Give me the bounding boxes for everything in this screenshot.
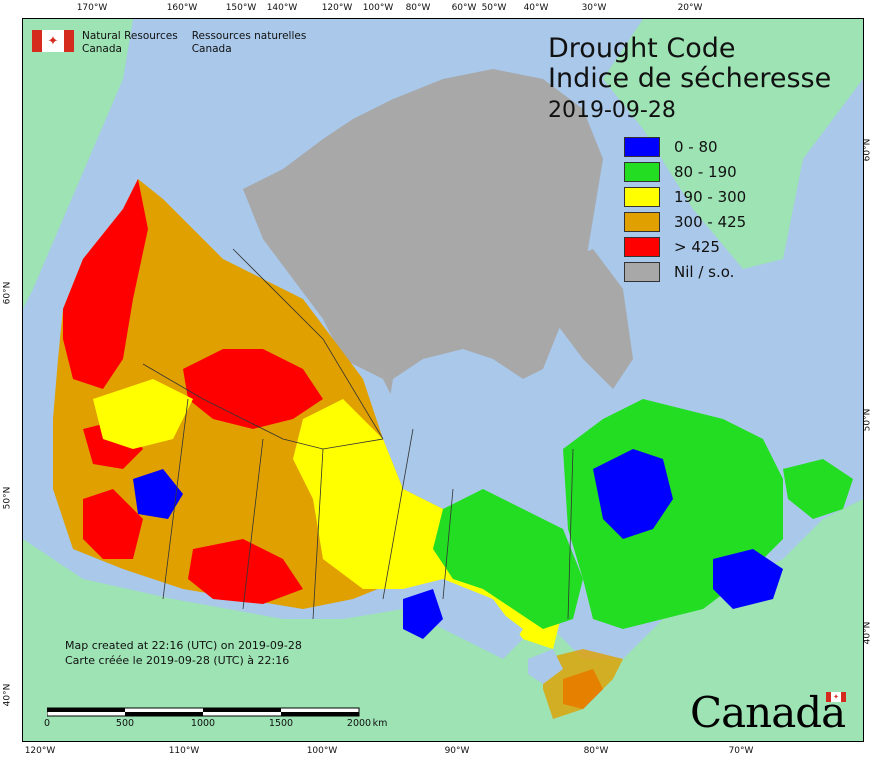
title-en: Drought Code xyxy=(548,33,736,64)
bottom-tick: 110°W xyxy=(168,746,200,756)
provincial-boundaries xyxy=(142,248,574,620)
legend-item: 80 - 190 xyxy=(624,159,746,184)
arctic-nodata xyxy=(243,69,603,419)
usa-land xyxy=(23,499,863,741)
blue-quebec xyxy=(593,449,673,539)
blue-ontario xyxy=(403,589,443,639)
yellow-nw xyxy=(93,379,193,449)
wordmark-flag-icon: ✦ xyxy=(826,692,846,702)
legend-swatch xyxy=(624,261,660,282)
top-tick: 20°W xyxy=(677,3,703,13)
lake-huron xyxy=(528,649,563,684)
top-tick: 100°W xyxy=(362,3,394,13)
scale-label: 1000 xyxy=(190,718,216,729)
legend-item: 0 - 80 xyxy=(624,134,746,159)
baffin-nodata xyxy=(543,249,633,389)
legend-swatch xyxy=(624,161,660,182)
left-tick: 40°N xyxy=(2,683,13,707)
orange-s-ontario xyxy=(543,649,623,719)
legend-item: 190 - 300 xyxy=(624,184,746,209)
left-tick: 60°N xyxy=(2,281,13,305)
blue-bc xyxy=(133,469,183,519)
bottom-tick: 100°W xyxy=(306,746,338,756)
legend-label: 80 - 190 xyxy=(674,162,737,181)
bottom-tick: 90°W xyxy=(444,746,470,756)
title-date: 2019-09-28 xyxy=(548,98,676,123)
blue-maritimes xyxy=(713,549,783,609)
bottom-tick: 120°W xyxy=(24,746,56,756)
drought-red-nwt xyxy=(183,349,323,429)
top-tick: 30°W xyxy=(581,3,607,13)
scale-bar: 0 500 1000 1500 2000 km xyxy=(44,704,387,729)
map-title: Drought Code Indice de sécheresse 2019-0… xyxy=(548,34,831,126)
great-lakes xyxy=(463,614,523,644)
legend-label: Nil / s.o. xyxy=(674,262,735,281)
drought-red-bc xyxy=(83,489,143,559)
legend-swatch xyxy=(624,186,660,207)
legend-label: 0 - 80 xyxy=(674,137,718,156)
legend-swatch xyxy=(624,211,660,232)
agency-en-line2: Canada xyxy=(82,43,122,55)
nrcan-signature: ✦ Natural Resources Canada Ressources na… xyxy=(32,30,320,56)
drought-map xyxy=(23,19,863,741)
green-nl xyxy=(783,459,853,519)
legend-swatch xyxy=(624,236,660,257)
legend-label: 300 - 425 xyxy=(674,212,747,231)
title-fr: Indice de sécheresse xyxy=(548,63,832,94)
map-canvas xyxy=(22,18,864,742)
top-tick: 50°W xyxy=(481,3,507,13)
drought-red-yukon xyxy=(63,179,148,389)
greenland-land xyxy=(603,19,863,269)
top-tick: 60°W xyxy=(451,3,477,13)
scale-label: 0 xyxy=(43,718,51,729)
canada-flag-icon: ✦ xyxy=(32,30,74,52)
top-tick: 150°W xyxy=(225,3,257,13)
canada-wordmark: Canada xyxy=(690,688,846,737)
scale-label: 500 xyxy=(115,718,135,729)
legend-item: > 425 xyxy=(624,234,746,259)
legend-label: > 425 xyxy=(674,237,720,256)
top-tick: 170°W xyxy=(76,3,108,13)
creation-note: Map created at 22:16 (UTC) on 2019-09-28… xyxy=(65,638,302,668)
legend-label: 190 - 300 xyxy=(674,187,747,206)
legend-swatch xyxy=(624,136,660,157)
top-tick: 120°W xyxy=(321,3,353,13)
drought-red-prairie xyxy=(188,539,303,604)
bottom-tick: 80°W xyxy=(583,746,609,756)
scale-bar-graphic xyxy=(46,707,360,717)
scale-unit: km xyxy=(372,718,388,729)
top-tick: 80°W xyxy=(405,3,431,13)
agency-fr-line2: Canada xyxy=(191,43,232,55)
top-tick: 140°W xyxy=(266,3,298,13)
legend-item: 300 - 425 xyxy=(624,209,746,234)
left-tick: 50°N xyxy=(2,486,13,510)
legend: 0 - 80 80 - 190 190 - 300 300 - 425 > 42… xyxy=(624,134,746,284)
hudson-bay xyxy=(383,349,563,469)
top-tick: 160°W xyxy=(166,3,198,13)
top-tick: 40°W xyxy=(523,3,549,13)
agency-en-line1: Natural Resources xyxy=(82,30,178,42)
agency-fr-line1: Ressources naturelles xyxy=(191,30,307,42)
scale-label: 2000 xyxy=(346,718,372,729)
bottom-tick: 70°W xyxy=(728,746,754,756)
scale-label: 1500 xyxy=(268,718,294,729)
alaska-land xyxy=(23,19,133,309)
note-en: Map created at 22:16 (UTC) on 2019-09-28 xyxy=(65,639,302,652)
note-fr: Carte créée le 2019-09-28 (UTC) à 22:16 xyxy=(65,654,290,667)
legend-item: Nil / s.o. xyxy=(624,259,746,284)
green-ontario xyxy=(433,489,583,629)
